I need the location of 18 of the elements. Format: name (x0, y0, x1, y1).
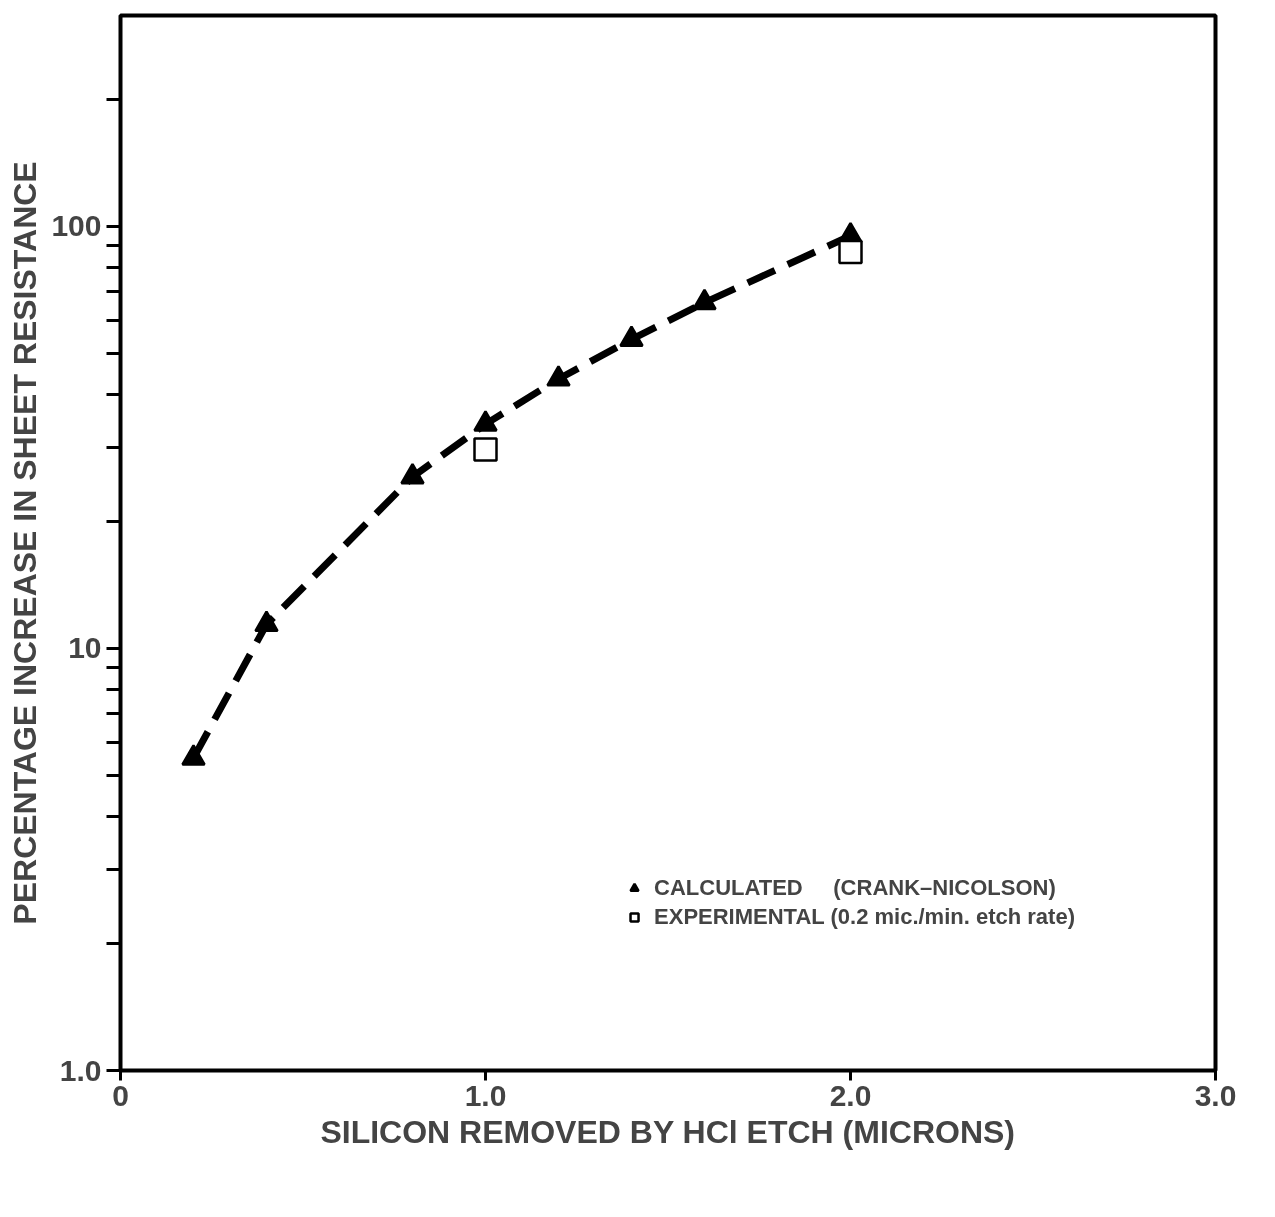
x-axis-title: SILICON REMOVED BY HCl ETCH (MICRONS) (320, 1113, 1015, 1150)
point (619, 325, 644, 347)
y-axis-title: PERCENTAGE INCREASE IN SHEET RESISTANCE (7, 161, 44, 925)
point (181, 744, 206, 766)
legend-label: EXPERIMENTAL (0.2 mic./min. etch rate) (654, 904, 1075, 930)
point (692, 288, 717, 311)
point (473, 410, 498, 432)
point (400, 462, 425, 485)
y-tick-label: 10 (68, 631, 102, 665)
legend-label: CALCULATED (CRANK–NICOLSON) (654, 875, 1056, 901)
x-tick-label: 0 (112, 1078, 129, 1112)
x-tick-label: 3.0 (1194, 1078, 1237, 1112)
point (546, 365, 571, 387)
y-tick-label: 1.0 (59, 1053, 102, 1087)
x-tick-label: 1.0 (464, 1078, 507, 1112)
y-tick-label: 100 (51, 209, 102, 243)
point (254, 610, 279, 633)
x-tick-label: 2.0 (829, 1078, 872, 1112)
